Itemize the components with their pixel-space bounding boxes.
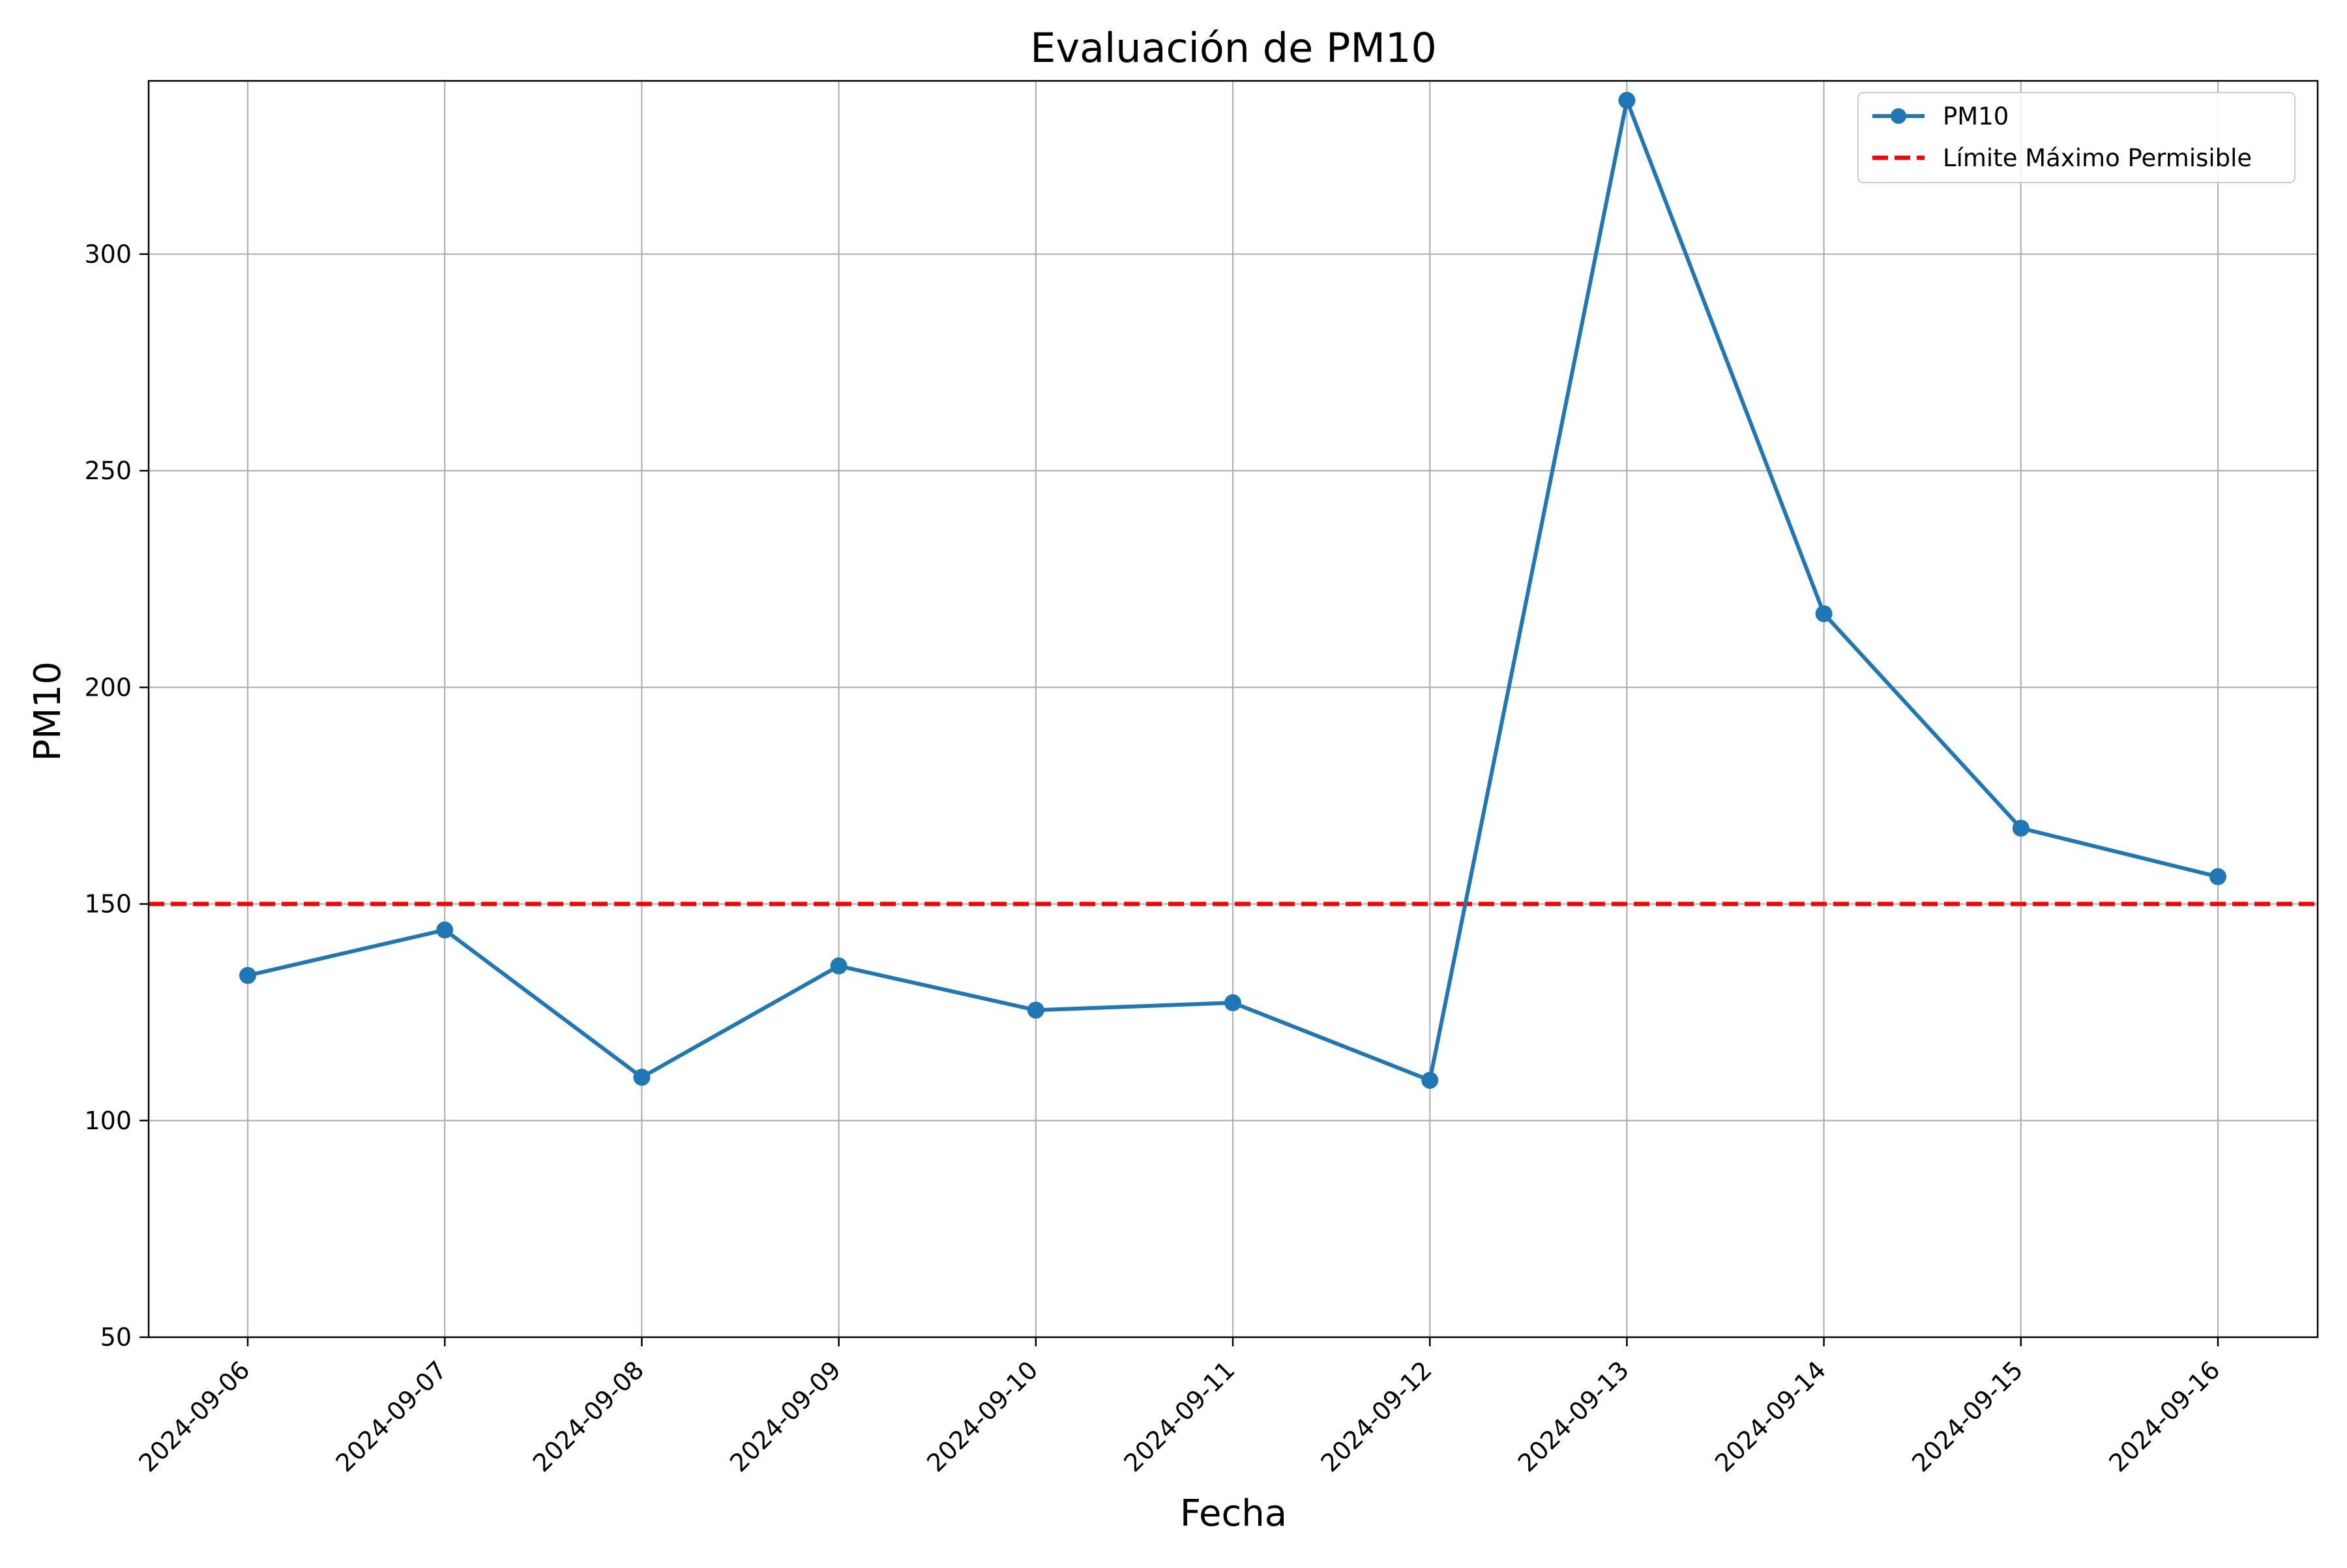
data-point-pm10 — [436, 921, 454, 939]
data-point-pm10 — [239, 967, 256, 984]
y-tick-label: 100 — [84, 1106, 132, 1135]
data-point-pm10 — [1224, 994, 1241, 1012]
y-axis-label: PM10 — [27, 661, 69, 761]
data-point-pm10 — [2209, 868, 2226, 885]
y-ticks: 50 100 150 200 250 300 — [84, 240, 149, 1352]
legend-label-limit: Límite Máximo Permisible — [1943, 144, 2252, 172]
series-layer — [239, 91, 2226, 1089]
y-tick-label: 150 — [84, 890, 132, 919]
data-point-pm10 — [1421, 1071, 1439, 1089]
legend-marker-pm10 — [1891, 108, 1906, 124]
data-point-pm10 — [633, 1069, 651, 1086]
legend: PM10 Límite Máximo Permisible — [1857, 92, 2295, 183]
x-axis-label: Fecha — [1180, 1492, 1287, 1535]
data-point-pm10 — [1618, 91, 1636, 109]
chart-title: Evaluación de PM10 — [1030, 24, 1437, 72]
data-point-pm10 — [1027, 1001, 1044, 1019]
y-tick-label: 200 — [84, 673, 132, 702]
legend-box — [1857, 92, 2295, 183]
legend-label-pm10: PM10 — [1943, 102, 2009, 130]
y-tick-label: 50 — [100, 1323, 132, 1352]
data-point-pm10 — [1815, 605, 1833, 623]
y-tick-label: 250 — [84, 456, 132, 485]
data-point-pm10 — [2012, 820, 2030, 837]
y-tick-label: 300 — [84, 240, 132, 269]
data-point-pm10 — [830, 957, 848, 975]
